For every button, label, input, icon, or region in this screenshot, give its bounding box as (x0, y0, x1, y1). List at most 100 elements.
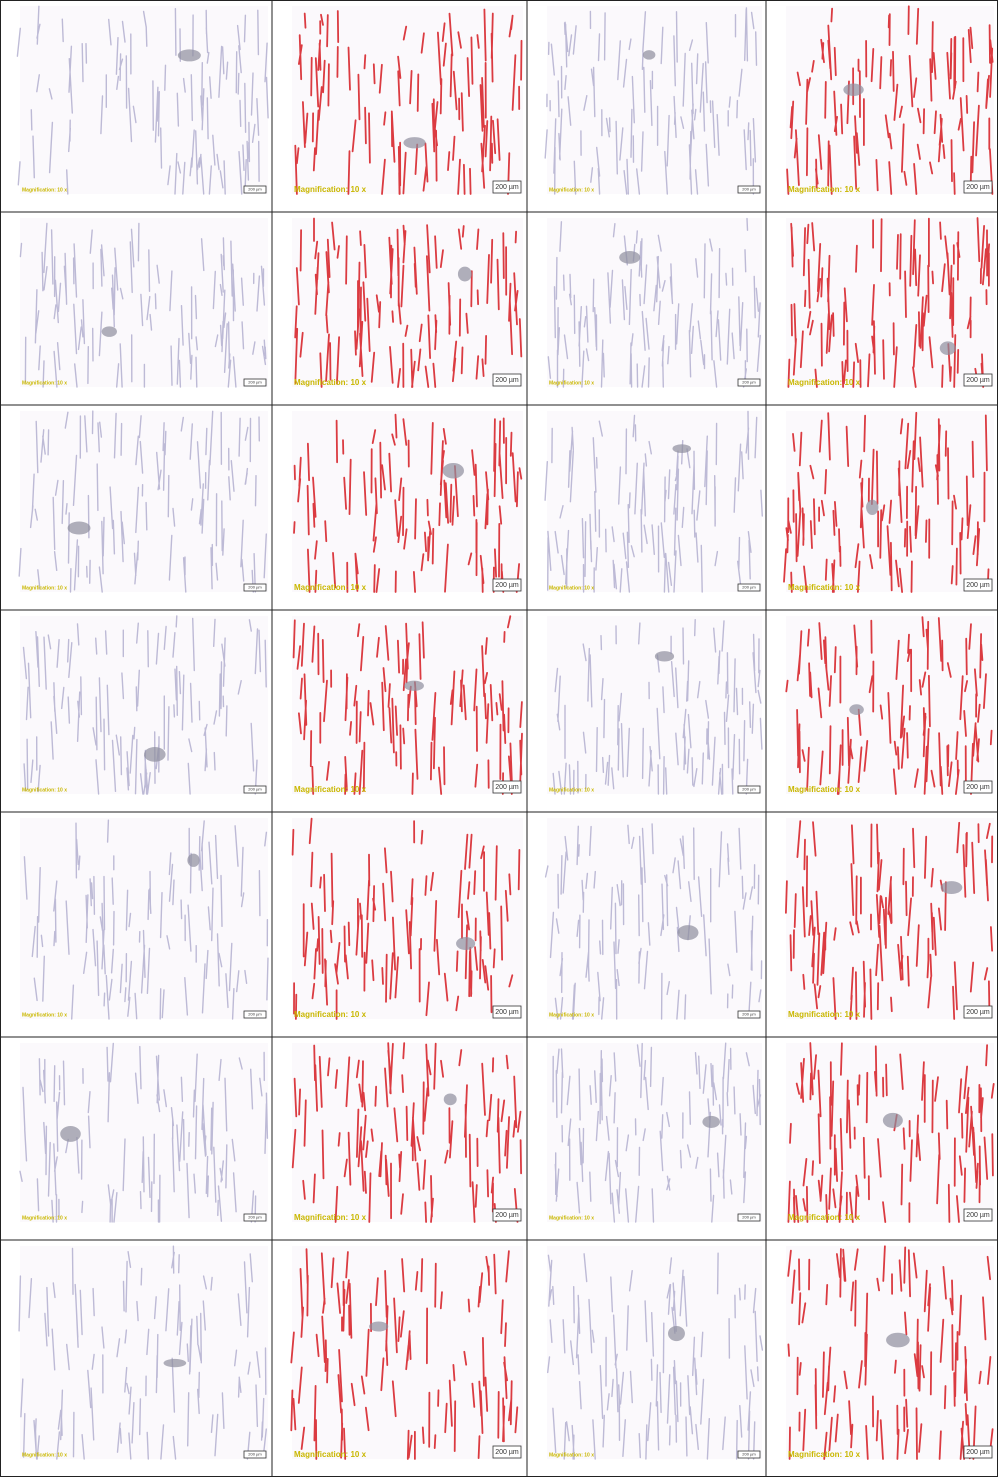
micrograph-image (20, 411, 268, 592)
magnification-label: Magnification: 10 x (549, 585, 594, 591)
scale-bar-label: 200 µm (248, 1452, 262, 1457)
micrograph-cell: Magnification: 10 x 200 µm (786, 1246, 994, 1459)
inclusion (404, 681, 424, 691)
scale-bar-label: 200 µm (248, 787, 262, 792)
scale-bar-label: 200 µm (742, 585, 756, 590)
scale-bar-label: 200 µm (742, 1012, 756, 1017)
magnification-label: Magnification: 10 x (294, 185, 367, 194)
inclusion (178, 49, 201, 61)
inclusion (68, 521, 91, 534)
magnification-label: Magnification: 10 x (549, 1452, 594, 1458)
inclusion (456, 937, 475, 950)
inclusion (144, 747, 166, 762)
figure-grid: Magnification: 10 x 200 µm Magnification: … (0, 0, 998, 1477)
magnification-label: Magnification: 10 x (22, 585, 67, 591)
inclusion (187, 854, 199, 867)
micrograph-cell: Magnification: 10 x 200 µm (20, 218, 268, 387)
inclusion (702, 1116, 720, 1128)
micrograph-cell: Magnification: 10 x 200 µm (20, 616, 268, 794)
inclusion (940, 341, 956, 355)
inclusion (164, 1359, 187, 1367)
micrograph-cell: Magnification: 10 x200 µm (786, 6, 994, 194)
scale-bar-label: 200 µm (966, 1449, 990, 1456)
inclusion (643, 50, 656, 59)
magnification-label: Magnification: 10 x (294, 378, 367, 387)
micrograph-cell: Magnification: 10 x 200 µm (292, 818, 523, 1019)
magnification-label: Magnification: 10 x (549, 1215, 594, 1221)
magnification-label: Magnification: 10 x (22, 380, 67, 386)
magnification-label: Magnification: 10 x (22, 1012, 67, 1018)
scale-bar-label: 200 µm (966, 1212, 990, 1219)
magnification-label: Magnification: 10 x (788, 583, 861, 592)
scale-bar-label: 200 µm (495, 184, 519, 191)
inclusion (866, 500, 878, 515)
magnification-label: Magnification: 10 x (788, 378, 861, 387)
scale-bar-label: 200 µm (248, 380, 262, 385)
micrograph-cell: Magnification: 10 x 200 µm (292, 1043, 523, 1222)
micrograph-cell: Magnification: 10 x 200 µm (786, 818, 994, 1019)
micrograph-cell: Magnification: 10 x 200 µm (786, 218, 994, 387)
scale-bar-label: 200 µm (495, 1212, 519, 1219)
micrograph-cell: Magnification: 10 x 200 µm (547, 616, 762, 794)
magnification-label: Magnification: 10 x (549, 1012, 594, 1018)
inclusion (443, 463, 464, 479)
magnification-label: Magnification: 10 x (549, 787, 594, 793)
micrograph-cell: Magnification: 10 x 200 µm (547, 1246, 762, 1459)
micrograph-cell: Magnification: 10 x200 µm (20, 818, 268, 1019)
scale-bar-label: 200 µm (742, 380, 756, 385)
micrograph-cell: Magnification: 10 x 200 µm (19, 1246, 268, 1459)
inclusion (843, 84, 863, 96)
micrograph-image (547, 411, 762, 592)
scale-bar-label: 200 µm (495, 1009, 519, 1016)
scale-bar-label: 200 µm (742, 787, 756, 792)
magnification-label: Magnification: 10 x (549, 187, 594, 193)
inclusion (668, 1326, 685, 1341)
magnification-label: Magnification: 10 x (294, 1450, 367, 1459)
scale-bar-label: 200 µm (248, 1215, 262, 1220)
scale-bar-label: 200 µm (966, 1009, 990, 1016)
scale-bar-label: 200 µm (966, 184, 990, 191)
micrograph-image (20, 6, 268, 194)
scale-bar-label: 200 µm (495, 784, 519, 791)
magnification-label: Magnification: 10 x (22, 1452, 67, 1458)
scale-bar-label: 200 µm (742, 187, 756, 192)
micrograph-image (786, 616, 994, 794)
scale-bar-label: 200 µm (742, 1452, 756, 1457)
magnification-label: Magnification: 10 x (788, 785, 861, 794)
inclusion (369, 1321, 388, 1331)
micrograph-cell: Magnification: 10 x200 µm (19, 411, 268, 592)
inclusion (458, 267, 472, 282)
scale-bar-label: 200 µm (966, 377, 990, 384)
inclusion (677, 925, 698, 940)
inclusion (886, 1333, 910, 1348)
scale-bar-label: 200 µm (495, 1449, 519, 1456)
inclusion (102, 326, 117, 337)
magnification-label: Magnification: 10 x (294, 1010, 367, 1019)
micrograph-cell: Magnification: 10 x 200 µm (292, 616, 523, 794)
inclusion (941, 881, 963, 894)
magnification-label: Magnification: 10 x (788, 1010, 861, 1019)
micrograph-cell: Magnification: 10 x 200 µm (545, 6, 762, 194)
micrograph-image (20, 1246, 268, 1459)
inclusion (849, 704, 864, 715)
micrograph-image (547, 616, 762, 794)
magnification-label: Magnification: 10 x (22, 187, 67, 193)
micrograph-cell: Magnification: 10 x 200 µm (545, 411, 762, 592)
magnification-label: Magnification: 10 x (294, 1213, 367, 1222)
inclusion (444, 1093, 457, 1105)
micrograph-cell: Magnification: 10 x200 µm (784, 411, 994, 592)
micrograph-image (786, 218, 994, 387)
magnification-label: Magnification: 10 x (549, 380, 594, 386)
magnification-label: Magnification: 10 x (22, 787, 67, 793)
scale-bar-label: 200 µm (248, 187, 262, 192)
micrograph-cell: Magnification: 10 x 200 µm (547, 218, 762, 387)
magnification-label: Magnification: 10 x (294, 785, 367, 794)
magnification-label: Magnification: 10 x (788, 1450, 861, 1459)
inclusion (655, 651, 674, 661)
